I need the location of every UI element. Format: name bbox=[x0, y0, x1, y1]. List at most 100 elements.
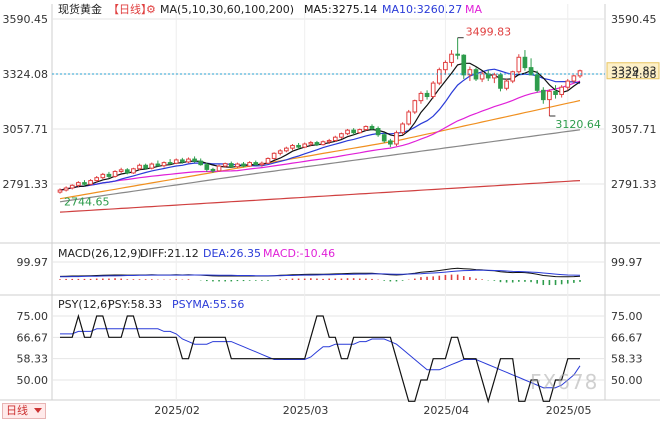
candle-body bbox=[149, 163, 155, 169]
high-annotation: 3499.83 bbox=[466, 26, 512, 39]
start-low-annotation: 2744.65 bbox=[64, 196, 110, 209]
candle-body bbox=[547, 90, 552, 101]
candle-body bbox=[265, 157, 271, 164]
macd-tick-left: 99.97 bbox=[17, 256, 49, 269]
candle-body bbox=[112, 170, 118, 177]
psy-tick-left: 58.33 bbox=[17, 353, 49, 366]
candle-body bbox=[436, 69, 442, 84]
candle-body bbox=[106, 173, 112, 177]
psy-tick-right: 58.33 bbox=[611, 353, 643, 366]
psy-tick-left: 50.00 bbox=[17, 374, 49, 387]
candle-body bbox=[57, 189, 63, 193]
candle-body bbox=[424, 92, 430, 98]
candle-body bbox=[528, 67, 534, 76]
time-tick-label: 2025/05 bbox=[546, 404, 592, 417]
candle-body bbox=[467, 69, 473, 76]
candle-body bbox=[455, 53, 460, 56]
candle-body bbox=[228, 163, 234, 168]
ma-indicator-label: MA(5,10,30,60,100,200) bbox=[160, 3, 294, 16]
candle-body bbox=[167, 162, 173, 165]
candle-body bbox=[351, 129, 356, 134]
candle-body bbox=[534, 74, 540, 91]
candle-body bbox=[498, 74, 503, 89]
candle-body bbox=[210, 168, 216, 172]
candle-body bbox=[69, 184, 75, 189]
candle-body bbox=[118, 169, 124, 172]
candle-body bbox=[143, 164, 148, 169]
candle-body bbox=[553, 90, 558, 95]
candle-body bbox=[332, 136, 338, 142]
macd-hist-value: MACD:-10.46 bbox=[263, 247, 335, 260]
candle-body bbox=[369, 125, 375, 130]
price-tick-right: 3057.71 bbox=[611, 123, 657, 136]
current-price-tag: 3339.83 bbox=[611, 65, 657, 78]
candle-body bbox=[461, 54, 467, 76]
candle-body bbox=[522, 56, 528, 69]
candle-body bbox=[314, 142, 320, 146]
candle-body bbox=[504, 80, 509, 89]
macd-tick-right: 99.97 bbox=[611, 256, 643, 269]
low-annotation: 3120.64 bbox=[555, 118, 601, 131]
period-tag: 【日线】 bbox=[108, 2, 152, 16]
candle-body bbox=[290, 144, 295, 149]
candle-body bbox=[137, 164, 142, 170]
candle-body bbox=[271, 152, 277, 159]
candle-body bbox=[320, 141, 326, 146]
price-tick-left: 3324.08 bbox=[3, 68, 49, 81]
candle-body bbox=[388, 140, 393, 145]
candle-body bbox=[198, 160, 204, 166]
candle-body bbox=[565, 80, 571, 88]
candle-body bbox=[216, 165, 222, 172]
psy-line bbox=[60, 313, 580, 404]
ma60-line bbox=[59, 99, 581, 200]
psy-tick-left: 66.67 bbox=[17, 331, 49, 344]
price-tick-left: 2791.33 bbox=[3, 178, 49, 191]
candle-body bbox=[204, 164, 210, 170]
ma200-line bbox=[59, 180, 581, 213]
psy-tick-right: 75.00 bbox=[611, 310, 643, 323]
candle-body bbox=[345, 129, 350, 135]
macd-dea-line bbox=[60, 269, 581, 278]
period-dropdown[interactable]: 日线 bbox=[2, 403, 46, 419]
settings-icon[interactable]: ⚙ bbox=[146, 3, 156, 16]
macd-diff-value: DIFF:21.12 bbox=[140, 247, 199, 260]
candle-body bbox=[155, 163, 161, 167]
price-tick-left: 3057.71 bbox=[3, 123, 49, 136]
candle-body bbox=[277, 150, 283, 154]
candle-body bbox=[296, 144, 301, 148]
time-tick-label: 2025/04 bbox=[423, 404, 469, 417]
candle-body bbox=[363, 125, 369, 131]
candle-body bbox=[516, 56, 522, 73]
candle-body bbox=[418, 92, 424, 102]
candle-body bbox=[284, 147, 289, 152]
candle-body bbox=[540, 89, 546, 101]
psyma-line bbox=[60, 328, 581, 389]
candle-body bbox=[412, 100, 418, 113]
psy-tick-left: 75.00 bbox=[17, 310, 49, 323]
candle-body bbox=[222, 163, 228, 167]
psy-panel bbox=[60, 313, 581, 404]
candle-body bbox=[82, 182, 87, 185]
candle-body bbox=[192, 158, 197, 162]
psy-value: PSY:58.33 bbox=[108, 298, 162, 311]
candle-body bbox=[375, 128, 381, 136]
candle-body bbox=[430, 82, 436, 98]
ma100-line bbox=[59, 129, 581, 203]
candle-body bbox=[326, 140, 332, 143]
candle-body bbox=[63, 187, 69, 191]
candle-body bbox=[492, 74, 497, 79]
psy-tick-right: 50.00 bbox=[611, 374, 643, 387]
candle-body bbox=[510, 71, 516, 82]
candle-body bbox=[302, 143, 308, 148]
candle-body bbox=[235, 163, 240, 168]
candle-body bbox=[571, 75, 577, 82]
candle-body bbox=[161, 162, 167, 167]
psy-label: PSY(12,6) bbox=[58, 298, 111, 311]
candle-body bbox=[247, 162, 252, 167]
chevron-down-icon bbox=[34, 408, 42, 413]
axis-labels: 3590.45 3590.45 3324.08 3324.08 3057.71 3057.… bbox=[3, 13, 657, 417]
candle-body bbox=[180, 159, 185, 163]
psyma-value: PSYMA:55.56 bbox=[172, 298, 244, 311]
